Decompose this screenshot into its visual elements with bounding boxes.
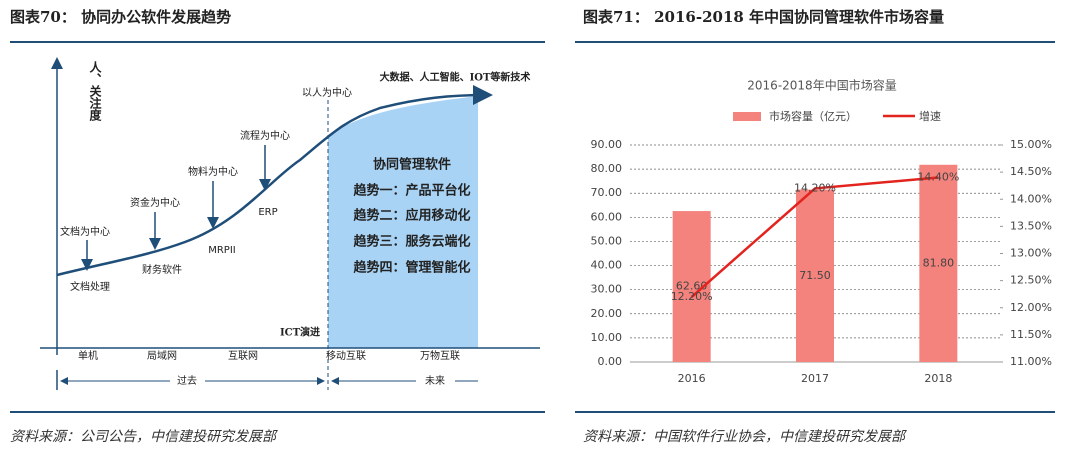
stage: 移动互联 <box>326 349 366 362</box>
y-axis-label-text: 人、关注度 <box>42 59 102 121</box>
source: 资料来源：中国软件行业协会，中信建投研究发展部 <box>583 429 907 445</box>
center-label: 文档为中心 <box>60 225 110 238</box>
legend-swatch <box>733 112 761 121</box>
y2-tick-label: 15.00% <box>1010 138 1052 151</box>
value-label: 14.40% <box>917 171 959 184</box>
future-area <box>328 96 478 348</box>
stage: 单机 <box>78 349 98 362</box>
center-label: 以人为中心 <box>302 86 352 99</box>
y-tick-label: 90.00 <box>591 138 623 151</box>
y-axis-label: 人、关注度 <box>42 59 102 121</box>
era: 过去 <box>177 374 197 387</box>
software-label: MRPII <box>208 245 236 256</box>
chart-title: 2016-2018年中国市场容量 <box>747 78 896 93</box>
y2-tick-label: 13.50% <box>1010 219 1052 232</box>
software-label: 文档处理 <box>70 280 110 293</box>
x-tick-label: 2016 <box>678 372 706 385</box>
y2-tick-label: 13.00% <box>1010 247 1052 260</box>
era: 未来 <box>425 375 445 387</box>
source: 资料来源：公司公告，中信建投研究发展部 <box>10 429 278 445</box>
software-label: 财务软件 <box>142 263 182 276</box>
trend: 趋势一：产品平台化 <box>353 183 470 199</box>
x-tick-label: 2018 <box>924 372 952 385</box>
value-label: 14.20% <box>794 181 836 194</box>
note: 大数据、人工智能、IOT等新技术 <box>380 71 531 84</box>
trend: 趋势四：管理智能化 <box>353 260 470 276</box>
y-tick-label: 70.00 <box>591 186 623 199</box>
stage: 万物互联 <box>420 349 460 362</box>
value-label: 12.20% <box>671 290 713 303</box>
bar <box>919 164 958 362</box>
y2-tick-label: 12.50% <box>1010 274 1052 287</box>
figure-title: 图表70： 协同办公软件发展趋势 <box>10 8 231 26</box>
stage: 局域网 <box>147 349 177 362</box>
box-title: 协同管理软件 <box>373 157 451 173</box>
bar <box>796 189 834 362</box>
trend: 趋势二：应用移动化 <box>353 208 470 224</box>
y2-tick-label: 14.50% <box>1010 165 1052 178</box>
y-tick-label: 50.00 <box>591 234 623 247</box>
y2-tick-label: 12.00% <box>1010 301 1052 314</box>
legend-label: 市场容量（亿元） <box>769 109 857 123</box>
figure-title: 图表71： 2016-2018 年中国协同管理软件市场容量 <box>583 8 944 26</box>
y-tick-label: 10.00 <box>591 331 623 344</box>
x-tick-label: 2017 <box>801 372 829 385</box>
y-tick-label: 80.00 <box>591 162 623 175</box>
y-tick-label: 40.00 <box>591 259 623 272</box>
y-tick-label: 20.00 <box>591 307 623 320</box>
y2-tick-label: 11.50% <box>1010 328 1052 341</box>
y-tick-label: 60.00 <box>591 210 623 223</box>
divider-label: ICT演进 <box>280 326 320 339</box>
center-label: 流程为中心 <box>240 129 290 142</box>
y2-tick-label: 14.00% <box>1010 192 1052 205</box>
y-tick-label: 0.00 <box>598 355 623 368</box>
trend-curve <box>56 85 493 277</box>
line <box>690 176 939 298</box>
value-label: 81.80 <box>923 256 955 269</box>
legend-label: 增速 <box>919 109 941 123</box>
y2-tick-label: 11.00% <box>1010 355 1052 368</box>
center-label: 物料为中心 <box>188 165 238 178</box>
y-tick-label: 30.00 <box>591 283 623 296</box>
stage: 互联网 <box>228 350 258 362</box>
value-label: 71.50 <box>799 269 831 282</box>
software-label: ERP <box>258 207 277 218</box>
trend: 趋势三：服务云端化 <box>353 234 470 250</box>
center-label: 资金为中心 <box>130 196 180 209</box>
